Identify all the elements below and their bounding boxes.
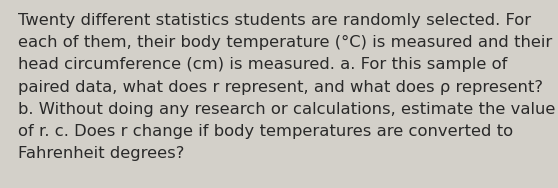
Text: Twenty different statistics students are randomly selected. For: Twenty different statistics students are…	[18, 13, 531, 28]
Text: head circumference (cm) is measured. a. For this sample of: head circumference (cm) is measured. a. …	[18, 57, 507, 72]
Text: each of them, their body temperature (°C) is measured and their: each of them, their body temperature (°C…	[18, 35, 552, 50]
Text: paired data, what does r represent, and what does ρ represent?: paired data, what does r represent, and …	[18, 80, 543, 95]
Text: of r. c. Does r change if body temperatures are converted to: of r. c. Does r change if body temperatu…	[18, 124, 513, 139]
Text: Fahrenheit degrees?: Fahrenheit degrees?	[18, 146, 184, 161]
Text: b. Without doing any research or calculations, estimate the value: b. Without doing any research or calcula…	[18, 102, 555, 117]
